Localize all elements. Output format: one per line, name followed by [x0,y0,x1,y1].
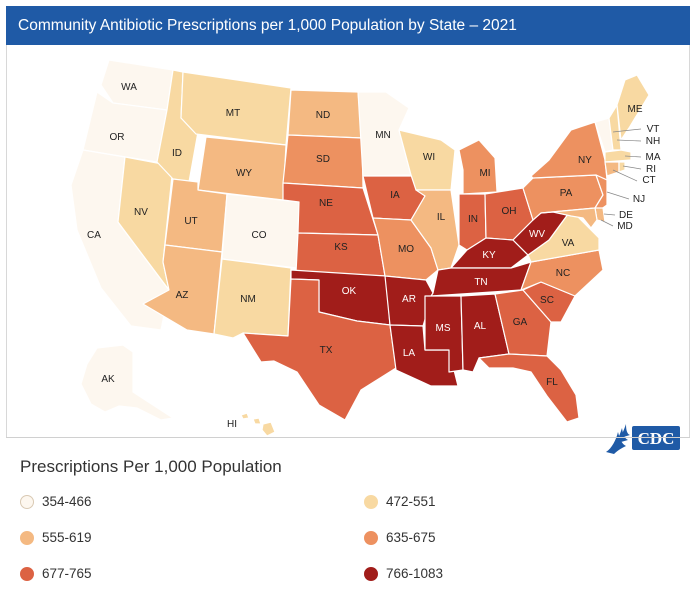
state-MD[interactable] [540,207,598,229]
cdc-logo: CDC [606,424,680,454]
label-CA: CA [87,230,101,241]
label-WY: WY [236,168,252,179]
legend-item: 354-466 [20,494,92,509]
state-CT[interactable] [604,161,620,177]
label-NJ: NJ [633,194,645,205]
label-IA: IA [390,190,400,201]
label-AK: AK [101,374,115,385]
legend-label: 635-675 [386,530,436,545]
label-RI: RI [646,164,656,175]
label-LA: LA [403,348,416,359]
label-MI: MI [479,168,490,179]
page-title: Community Antibiotic Prescriptions per 1… [18,16,517,34]
label-WA: WA [121,82,137,93]
legend-item: 635-675 [364,530,436,545]
label-DE: DE [619,210,633,221]
state-TX[interactable] [242,278,397,421]
label-MD: MD [617,221,633,232]
label-UT: UT [184,216,197,227]
label-MS: MS [436,323,451,334]
legend-swatch [20,494,34,509]
label-VT: VT [647,124,660,135]
label-NC: NC [556,268,570,279]
label-KY: KY [482,250,496,261]
legend-label: 766-1083 [386,566,444,581]
legend-swatch [364,566,378,581]
label-AL: AL [474,321,487,332]
label-NE: NE [319,198,333,209]
label-GA: GA [513,317,528,328]
legend-label: 354-466 [42,494,92,509]
legend-swatch [20,566,34,581]
label-AZ: AZ [176,290,189,301]
legend-item: 555-619 [20,530,92,545]
cdc-logo-text: CDC [638,429,675,448]
label-OH: OH [502,206,517,217]
label-FL: FL [546,377,558,388]
label-SC: SC [540,295,554,306]
state-RI[interactable] [618,161,626,173]
label-NV: NV [134,207,148,218]
label-MA: MA [646,152,661,163]
label-ME: ME [628,104,643,115]
label-OK: OK [342,286,357,297]
state-MT[interactable] [180,71,292,146]
label-OR: OR [110,132,125,143]
state-AZ[interactable] [142,244,223,335]
state-FL[interactable] [478,353,580,423]
legend-swatch [20,530,34,545]
label-PA: PA [560,188,573,199]
legend-label: 555-619 [42,530,92,545]
state-MA[interactable] [604,149,632,163]
label-NM: NM [240,294,256,305]
state-NY[interactable] [530,121,608,181]
label-ID: ID [172,148,182,159]
state-MI[interactable] [458,139,498,195]
label-NH: NH [646,136,660,147]
state-TN[interactable] [430,261,532,297]
legend-label: 472-551 [386,494,436,509]
label-WI: WI [423,152,435,163]
legend-swatch [364,494,378,509]
label-TN: TN [474,277,487,288]
label-TX: TX [320,345,333,356]
label-WV: WV [529,229,545,240]
label-MO: MO [398,244,414,255]
label-MT: MT [226,108,240,119]
legend-label: 677-765 [42,566,92,581]
label-NY: NY [578,155,592,166]
us-map: WA OR CA NV ID MT WY UT CO AZ NM ND SD N… [70,59,661,437]
label-MN: MN [375,130,391,141]
label-IN: IN [468,214,478,225]
label-IL: IL [437,212,446,223]
label-CT: CT [642,175,655,186]
divider [6,437,690,438]
label-CO: CO [252,230,267,241]
label-ND: ND [316,110,330,121]
state-AK[interactable] [80,344,174,421]
state-HI[interactable] [240,412,276,437]
label-SD: SD [316,154,330,165]
title-bar: Community Antibiotic Prescriptions per 1… [6,6,690,45]
hhs-eagle-icon [606,424,630,454]
label-AR: AR [402,294,416,305]
legend-swatch [364,530,378,545]
map-panel: WA OR CA NV ID MT WY UT CO AZ NM ND SD N… [6,45,690,454]
label-VA: VA [562,238,575,249]
label-HI: HI [227,419,237,430]
label-KS: KS [334,242,348,253]
callout-leaders [600,128,642,227]
state-KS[interactable] [295,232,386,277]
legend-item: 766-1083 [364,566,443,581]
legend-item: 677-765 [20,566,92,581]
legend-title: Prescriptions Per 1,000 Population [20,457,282,476]
legend-item: 472-551 [364,494,436,509]
